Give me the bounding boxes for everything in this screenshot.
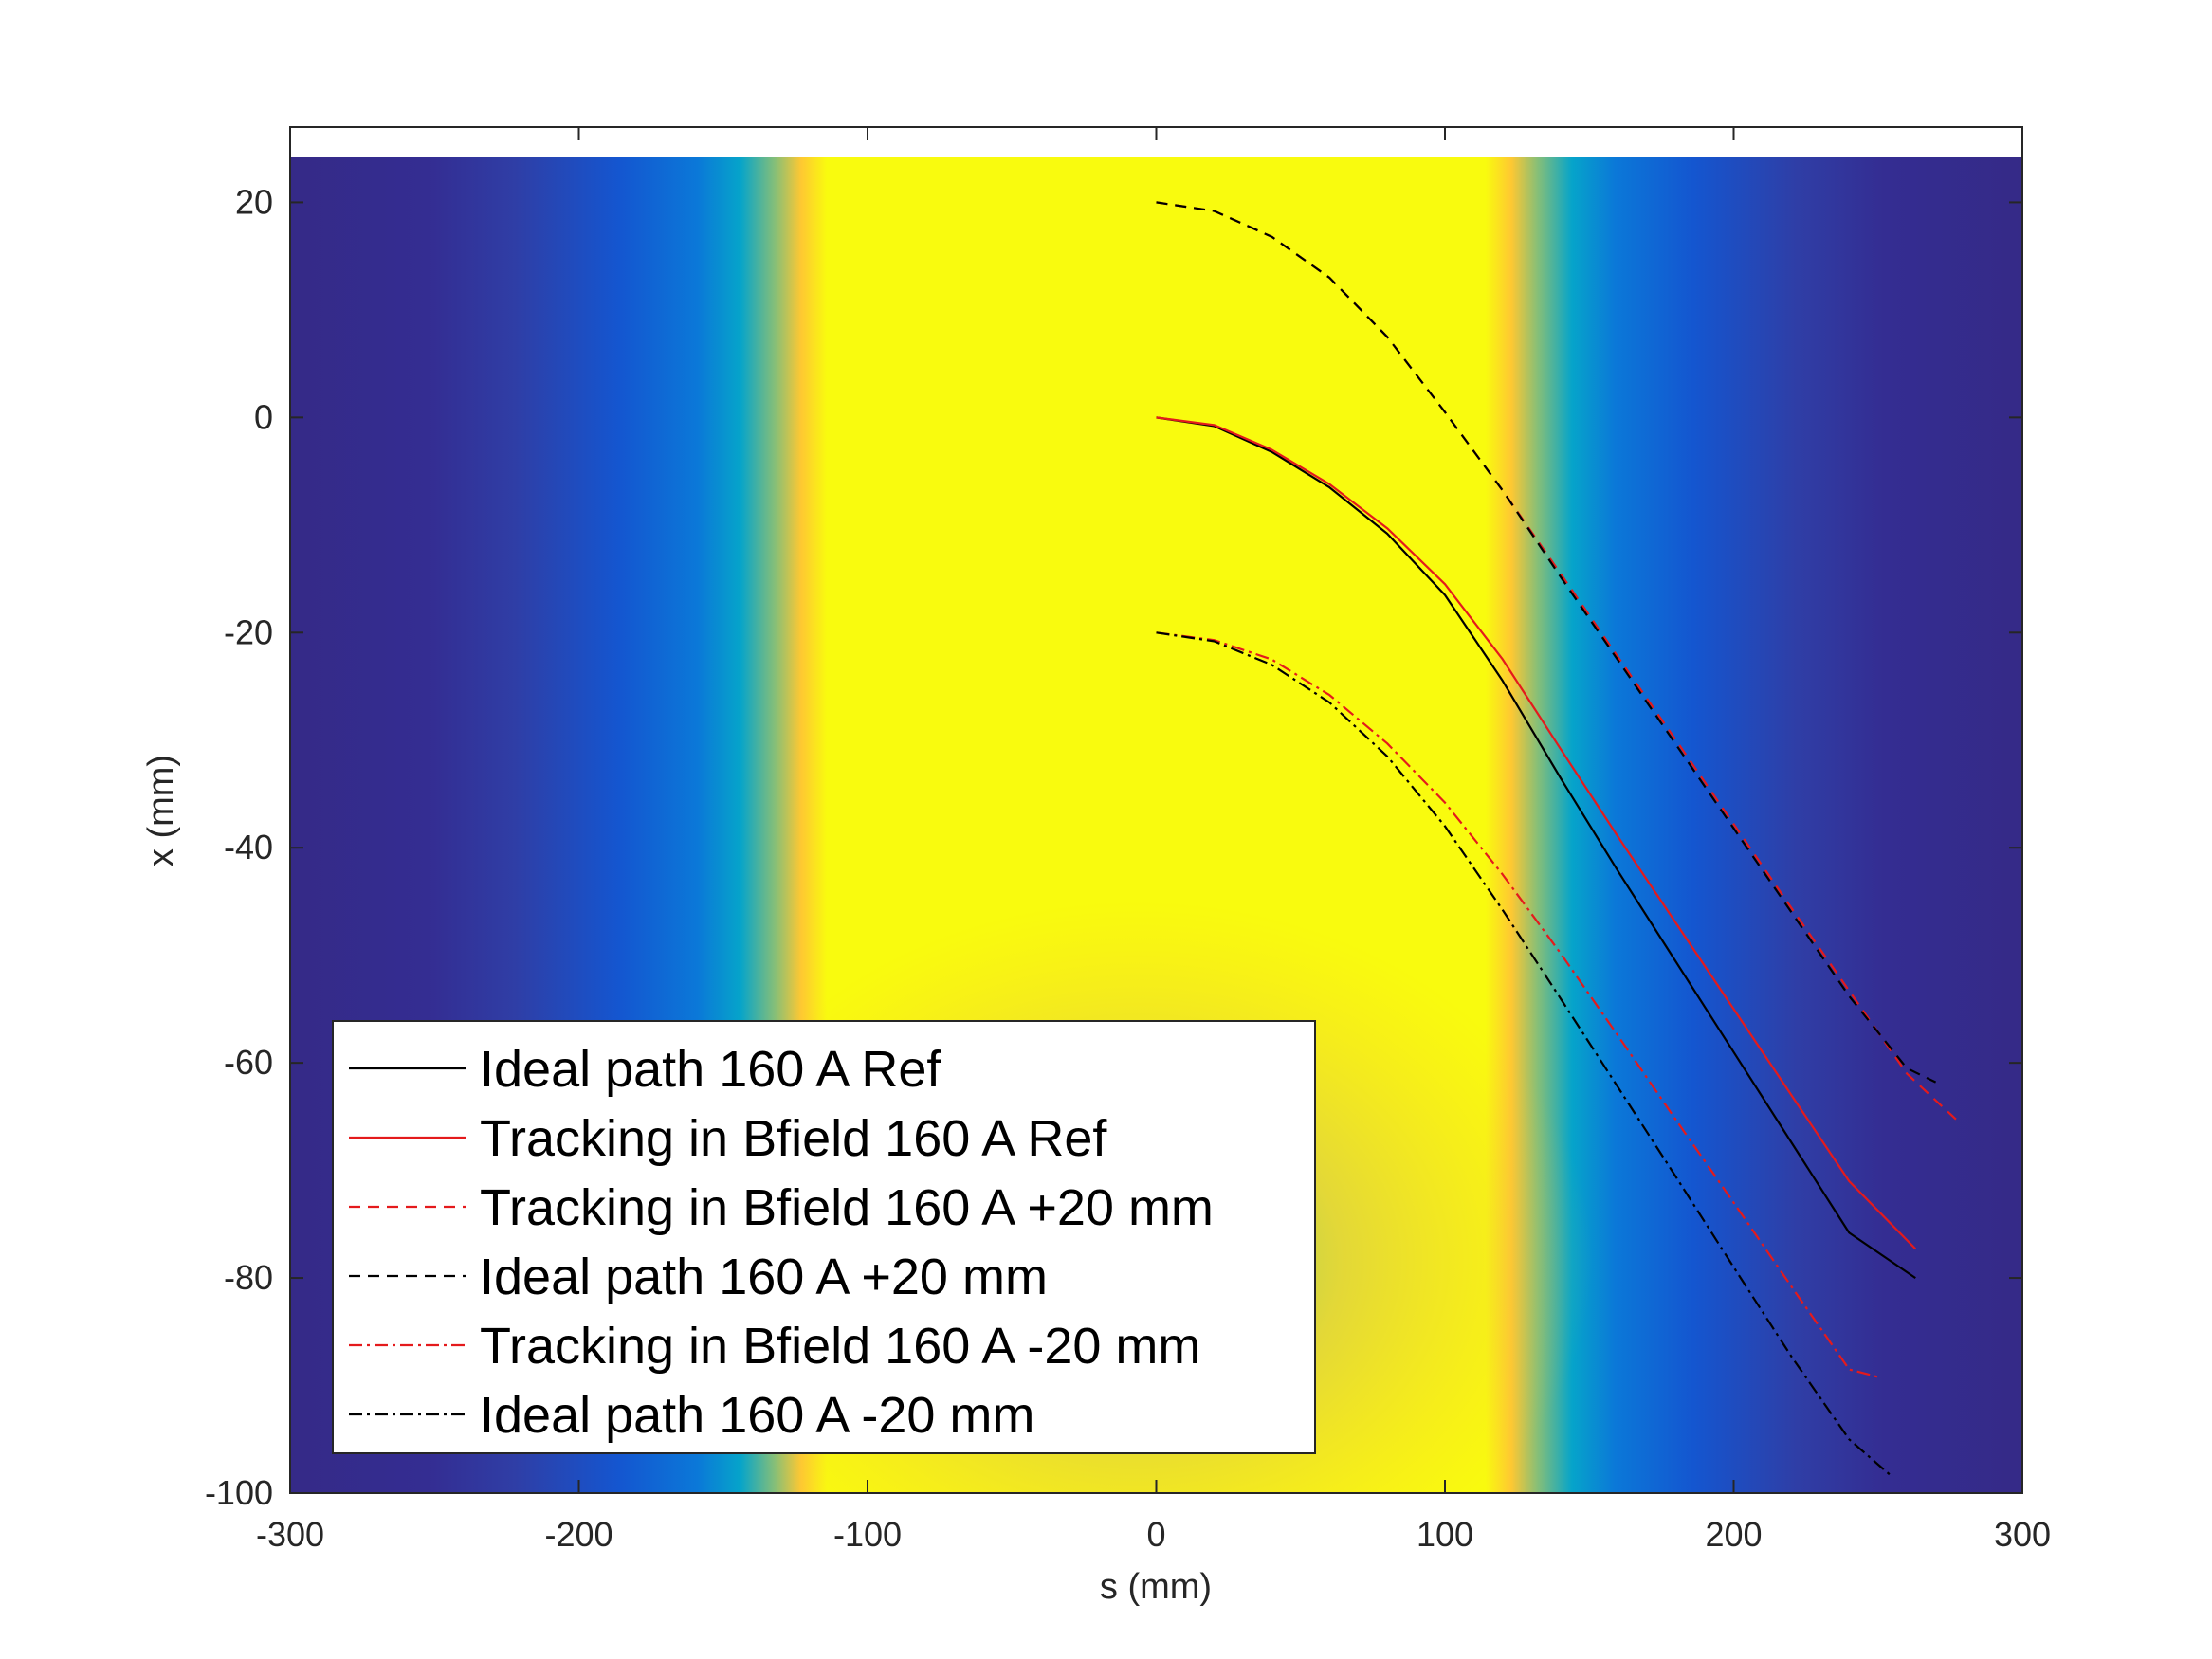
- x-tick-label: 100: [1417, 1515, 1473, 1554]
- y-tick-label: -100: [205, 1473, 273, 1512]
- y-tick-label: 20: [235, 182, 273, 221]
- legend-label-6: Ideal path 160 A -20 mm: [480, 1387, 1034, 1444]
- x-tick-label: -200: [544, 1515, 612, 1554]
- x-tick-label: 0: [1146, 1515, 1165, 1554]
- y-tick-label: -60: [224, 1043, 273, 1082]
- y-tick-label: -40: [224, 828, 273, 866]
- y-axis-label: x (mm): [141, 755, 181, 866]
- x-tick-label: -300: [256, 1515, 324, 1554]
- legend-label-4: Ideal path 160 A +20 mm: [480, 1249, 1048, 1305]
- series-line-2: [1156, 416, 1917, 1250]
- x-tick-label: 200: [1705, 1515, 1762, 1554]
- legend-label-5: Tracking in Bfield 160 A -20 mm: [480, 1318, 1200, 1375]
- series-layer: [1156, 201, 1960, 1478]
- x-tick-label: -100: [833, 1515, 902, 1554]
- series-line-6: [1156, 631, 1893, 1478]
- x-axis-label: s (mm): [1100, 1567, 1212, 1607]
- legend-label-3: Tracking in Bfield 160 A +20 mm: [480, 1179, 1214, 1236]
- legend: Ideal path 160 A Ref Tracking in Bfield 1…: [332, 1020, 1316, 1454]
- series-line-5: [1156, 631, 1879, 1378]
- y-tick-label: -20: [224, 612, 273, 651]
- tick-layer: -300 -200 -100 0 100 200 300-100-80-60-40-2002…: [205, 127, 2051, 1554]
- x-tick-label: 300: [1994, 1515, 2051, 1554]
- legend-label-2: Tracking in Bfield 160 A Ref: [480, 1110, 1107, 1167]
- series-line-1: [1156, 416, 1916, 1280]
- legend-label-1: Ideal path 160 A Ref: [480, 1041, 941, 1098]
- legend-box: [332, 1020, 1316, 1454]
- series-line-4: [1156, 201, 1937, 1084]
- y-tick-label: 0: [254, 397, 273, 436]
- legend-items: Ideal path 160 A Ref Tracking in Bfield 1…: [349, 1041, 1214, 1444]
- y-tick-label: -80: [224, 1258, 273, 1297]
